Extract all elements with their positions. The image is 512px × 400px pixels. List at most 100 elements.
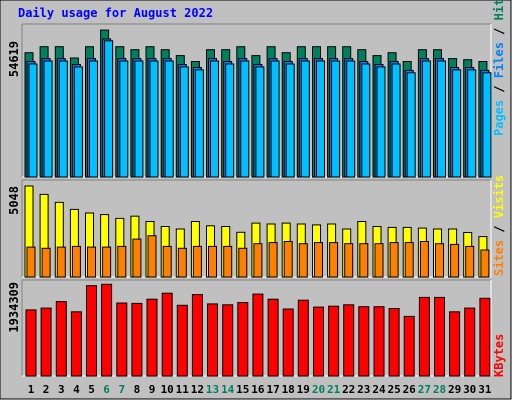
- sites-bar-26: [404, 242, 414, 278]
- pages-bar-21: [331, 60, 341, 178]
- sites-bar-13: [208, 245, 217, 278]
- pages-bar-23: [361, 63, 371, 178]
- legend-visits-sites: Sites / Visits: [492, 175, 506, 276]
- sites-bar-1: [26, 246, 36, 278]
- kbytes-bar-23: [358, 306, 370, 377]
- pages-bar-25: [391, 63, 401, 178]
- x-tick-label-15: 15: [236, 383, 249, 396]
- hits-max-label: 54619: [7, 41, 21, 77]
- kbytes-bar-15: [237, 302, 249, 377]
- kbytes-bar-31: [479, 297, 491, 377]
- x-tick-label-24: 24: [372, 383, 386, 396]
- x-tick-label-22: 22: [342, 383, 355, 396]
- x-tick-label-9: 9: [149, 383, 156, 396]
- x-tick-label-19: 19: [297, 383, 310, 396]
- sites-bar-19: [298, 243, 308, 278]
- sites-bar-16: [253, 243, 263, 278]
- kbytes-bar-14: [222, 304, 234, 377]
- pages-bar-14: [225, 63, 235, 178]
- sites-bar-17: [268, 242, 278, 278]
- kbytes-bar-6: [101, 283, 113, 377]
- sites-bar-21: [329, 242, 339, 278]
- sites-bar-4: [71, 245, 81, 278]
- pages-bar-8: [134, 60, 144, 178]
- pages-bar-10: [164, 60, 174, 178]
- x-tick-label-5: 5: [88, 383, 95, 396]
- kbytes-bar-1: [25, 309, 37, 377]
- legend-sep-2: /: [492, 20, 506, 42]
- pages-bar-19: [300, 60, 310, 178]
- x-tick-label-1: 1: [28, 383, 35, 396]
- kbytes-bar-5: [86, 285, 97, 377]
- pages-bar-18: [285, 63, 295, 178]
- x-tick-label-30: 30: [463, 383, 476, 396]
- kbytes-bar-27: [418, 296, 430, 377]
- x-tick-label-21: 21: [327, 383, 341, 396]
- x-tick-label-17: 17: [266, 383, 279, 396]
- pages-bar-27: [421, 60, 431, 178]
- pages-bar-4: [73, 66, 83, 178]
- x-tick-label-29: 29: [448, 383, 461, 396]
- pages-bar-2: [43, 60, 53, 178]
- pages-bar-20: [316, 60, 325, 178]
- sites-bar-5: [87, 246, 96, 278]
- sites-bar-18: [283, 241, 293, 278]
- legend-pages: Pages: [492, 100, 506, 136]
- sites-bar-29: [450, 243, 460, 278]
- pages-bar-6: [104, 40, 114, 178]
- sites-bar-22: [344, 243, 354, 278]
- kbytes-bar-29: [449, 311, 461, 377]
- sites-bar-11: [177, 247, 187, 278]
- sites-bar-28: [435, 243, 444, 278]
- kbytes-bar-21: [328, 305, 340, 377]
- x-tick-label-23: 23: [357, 383, 370, 396]
- pages-bar-30: [467, 69, 477, 178]
- kbytes-bar-20: [313, 306, 324, 377]
- x-tick-label-25: 25: [387, 383, 400, 396]
- chart-title: Daily usage for August 2022: [18, 6, 213, 20]
- pages-bar-28: [437, 60, 446, 178]
- kbytes-max-label: 1934309: [7, 282, 21, 333]
- kbytes-bar-18: [282, 308, 294, 377]
- pages-bar-12: [194, 69, 204, 178]
- kbytes-bar-12: [191, 294, 203, 377]
- kbytes-bar-7: [116, 302, 128, 377]
- sites-bar-10: [162, 245, 172, 278]
- pages-bar-3: [58, 60, 68, 178]
- sites-bar-9: [147, 235, 157, 278]
- legend-sep-1: /: [492, 78, 506, 100]
- kbytes-bar-19: [297, 299, 309, 377]
- kbytes-bar-8: [131, 302, 143, 377]
- pages-bar-29: [452, 69, 462, 178]
- x-tick-label-4: 4: [73, 383, 80, 396]
- sites-bar-30: [465, 245, 475, 278]
- legend-sites: Sites: [492, 240, 506, 276]
- pages-bar-26: [406, 72, 416, 178]
- sites-bar-2: [41, 247, 51, 278]
- kbytes-bar-24: [373, 306, 385, 377]
- sites-bar-20: [314, 242, 323, 278]
- sites-bar-27: [419, 241, 429, 278]
- legend-files: Files: [492, 42, 506, 78]
- kbytes-bar-3: [55, 301, 67, 377]
- x-tick-label-20: 20: [312, 383, 325, 396]
- x-tick-label-12: 12: [191, 383, 204, 396]
- legend-hits: Hits: [492, 0, 506, 20]
- sites-bar-24: [374, 243, 384, 278]
- kbytes-bar-9: [146, 298, 158, 377]
- x-tick-label-26: 26: [403, 383, 417, 396]
- pages-bar-7: [119, 60, 129, 178]
- sites-bar-14: [223, 245, 233, 278]
- kbytes-bar-10: [161, 292, 173, 377]
- x-tick-label-27: 27: [418, 383, 431, 396]
- kbytes-bar-26: [403, 315, 415, 377]
- sites-bar-3: [56, 246, 66, 278]
- sites-bar-8: [132, 238, 142, 278]
- legend-sep-3: /: [492, 218, 506, 240]
- x-tick-label-10: 10: [161, 383, 174, 396]
- kbytes-bar-13: [207, 303, 218, 377]
- sites-bar-23: [359, 243, 369, 278]
- kbytes-bar-25: [388, 308, 400, 377]
- x-tick-label-2: 2: [43, 383, 50, 396]
- x-tick-label-11: 11: [176, 383, 190, 396]
